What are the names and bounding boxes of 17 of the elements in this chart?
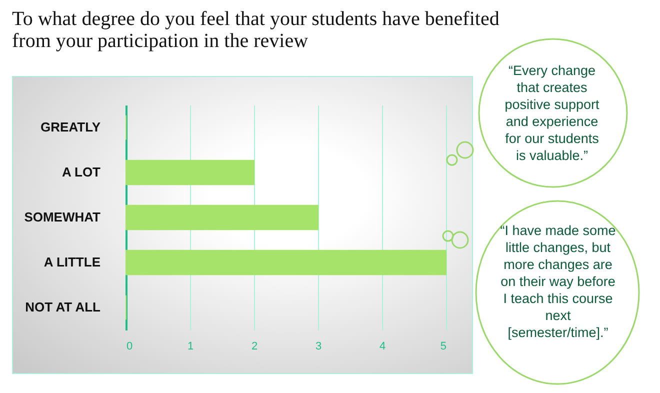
bar	[126, 204, 318, 230]
y-tick-label: NOT AT ALL	[25, 300, 101, 314]
bar	[126, 160, 254, 186]
text: “Every change that creates positive support and experience for our students is valuable.”	[504, 62, 600, 164]
y-tick-label: GREATLY	[40, 120, 101, 134]
x-tick-label: 2	[251, 340, 258, 352]
x-tick-label: 0	[126, 340, 133, 352]
x-tick-label: 4	[379, 340, 386, 352]
chart-title: To what degree do you feel that your students have benefited from your participation in the review	[12, 8, 500, 52]
y-tick-label: A LOT	[62, 164, 101, 180]
bar	[126, 250, 446, 276]
x-tick-label: 5	[440, 340, 446, 352]
y-tick-label: SOMEWHAT	[24, 210, 101, 224]
text: “I have made some little changes, but more changes are on their way before I teach this course next [semester/time].”	[500, 222, 616, 341]
y-tick-label: A LITTLE	[44, 254, 101, 270]
x-tick-label: 3	[315, 340, 322, 352]
x-tick-label: 1	[187, 340, 194, 352]
